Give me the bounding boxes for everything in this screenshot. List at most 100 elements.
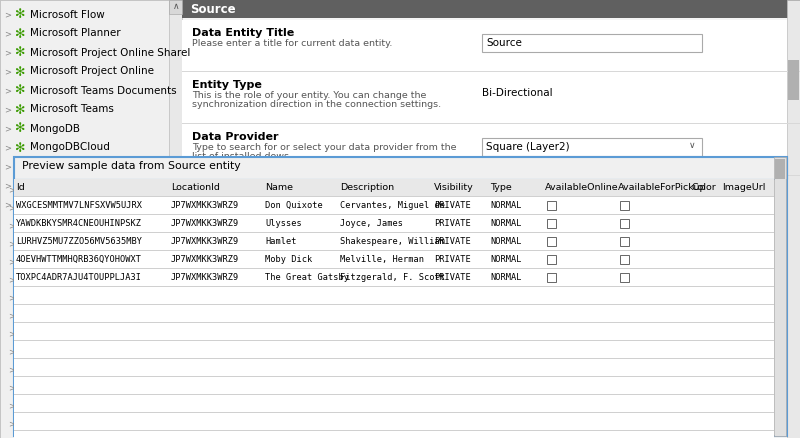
Text: Bi-Directional: Bi-Directional bbox=[482, 88, 553, 98]
Bar bbox=[14, 377, 774, 395]
Bar bbox=[14, 394, 774, 395]
Text: Type: Type bbox=[490, 183, 512, 192]
Text: Color: Color bbox=[692, 183, 717, 192]
Text: Hamlet: Hamlet bbox=[265, 237, 297, 246]
Text: Microsoft Project Online Sharel: Microsoft Project Online Sharel bbox=[30, 47, 190, 57]
Text: Entity Type: Entity Type bbox=[192, 80, 262, 90]
Text: NORMAL: NORMAL bbox=[490, 201, 522, 210]
Text: Id: Id bbox=[16, 183, 25, 192]
Bar bbox=[14, 322, 774, 323]
Bar bbox=[547, 255, 556, 264]
Bar bbox=[14, 268, 774, 269]
Bar bbox=[620, 273, 629, 282]
Text: WXGCESMMTMV7LNFSXVW5UJRX: WXGCESMMTMV7LNFSXVW5UJRX bbox=[16, 201, 142, 210]
Text: Microsoft Teams: Microsoft Teams bbox=[30, 105, 114, 114]
Bar bbox=[14, 251, 774, 269]
Text: >: > bbox=[4, 124, 11, 134]
Text: This is the role of your entity. You can change the: This is the role of your entity. You can… bbox=[192, 91, 426, 100]
Text: ✻: ✻ bbox=[14, 46, 25, 60]
Text: Data Entity Title: Data Entity Title bbox=[192, 28, 294, 38]
Text: >: > bbox=[8, 221, 15, 230]
Text: JP7WXMKK3WRZ9: JP7WXMKK3WRZ9 bbox=[171, 255, 239, 264]
Text: synchronization direction in the connection settings.: synchronization direction in the connect… bbox=[192, 100, 441, 109]
Bar bbox=[14, 413, 774, 431]
Text: >: > bbox=[4, 11, 11, 20]
Text: ∧: ∧ bbox=[173, 2, 179, 11]
Bar bbox=[14, 157, 787, 436]
Bar bbox=[14, 233, 774, 251]
Bar bbox=[182, 175, 800, 176]
Text: PRIVATE: PRIVATE bbox=[434, 273, 470, 282]
Text: Melville, Herman: Melville, Herman bbox=[340, 255, 424, 264]
Bar bbox=[547, 273, 556, 282]
Text: ✻: ✻ bbox=[14, 180, 25, 192]
Bar bbox=[774, 157, 786, 436]
Text: LocationId: LocationId bbox=[171, 183, 220, 192]
Bar bbox=[14, 430, 774, 431]
Text: >: > bbox=[8, 401, 15, 410]
Bar bbox=[620, 201, 629, 210]
Bar bbox=[14, 287, 774, 305]
Text: Myob: Myob bbox=[30, 162, 58, 172]
Text: Don Quixote: Don Quixote bbox=[265, 201, 322, 210]
Text: >: > bbox=[8, 329, 15, 338]
Bar bbox=[788, 60, 799, 100]
Bar bbox=[547, 201, 556, 210]
Text: ✻: ✻ bbox=[14, 103, 25, 117]
Bar bbox=[14, 197, 774, 215]
Text: ✻: ✻ bbox=[14, 66, 25, 78]
Bar bbox=[620, 237, 629, 246]
Text: >: > bbox=[8, 185, 15, 194]
Bar bbox=[14, 250, 774, 251]
Bar bbox=[14, 304, 774, 305]
Text: ✻: ✻ bbox=[14, 198, 25, 212]
Text: >: > bbox=[4, 144, 11, 152]
Bar bbox=[14, 376, 774, 377]
Text: Source: Source bbox=[190, 3, 236, 16]
Text: ✻: ✻ bbox=[14, 8, 25, 21]
Bar bbox=[14, 358, 774, 359]
Text: Microsoft Planner: Microsoft Planner bbox=[30, 28, 121, 39]
Text: ✻: ✻ bbox=[14, 141, 25, 155]
Bar bbox=[182, 124, 800, 176]
Text: >: > bbox=[4, 67, 11, 77]
Bar bbox=[169, 0, 182, 14]
Bar bbox=[14, 305, 774, 323]
Bar bbox=[14, 157, 787, 179]
Bar bbox=[14, 215, 774, 233]
Text: Microsoft Project Online: Microsoft Project Online bbox=[30, 67, 154, 77]
Bar bbox=[547, 237, 556, 246]
Bar bbox=[620, 219, 629, 228]
Text: Data Provider: Data Provider bbox=[192, 132, 278, 142]
Bar bbox=[182, 72, 800, 124]
Text: Cervantes, Miguel de: Cervantes, Miguel de bbox=[340, 201, 445, 210]
Text: Visibility: Visibility bbox=[434, 183, 474, 192]
Bar bbox=[14, 286, 774, 287]
Text: >: > bbox=[8, 365, 15, 374]
Text: Type to search for or select your data provider from the: Type to search for or select your data p… bbox=[192, 143, 457, 152]
Text: LURHVZ5MU7ZZO56MV5635MBY: LURHVZ5MU7ZZO56MV5635MBY bbox=[16, 237, 142, 246]
Bar bbox=[482, 34, 702, 52]
Text: JP7WXMKK3WRZ9: JP7WXMKK3WRZ9 bbox=[171, 273, 239, 282]
Bar bbox=[169, 0, 182, 438]
Text: Name: Name bbox=[265, 183, 293, 192]
Text: Microsoft Teams Documents: Microsoft Teams Documents bbox=[30, 85, 177, 95]
Bar bbox=[775, 159, 785, 179]
Text: >: > bbox=[4, 86, 11, 95]
Bar bbox=[182, 0, 800, 438]
Text: ✻: ✻ bbox=[14, 28, 25, 40]
Text: >: > bbox=[4, 106, 11, 114]
Text: >: > bbox=[8, 275, 15, 284]
Bar bbox=[0, 0, 182, 438]
Text: ✻: ✻ bbox=[14, 160, 25, 173]
Bar bbox=[14, 232, 774, 233]
Text: >: > bbox=[8, 293, 15, 302]
Bar bbox=[14, 412, 774, 413]
Text: TOXPC4ADR7AJU4TOUPPLJA3I: TOXPC4ADR7AJU4TOUPPLJA3I bbox=[16, 273, 142, 282]
Text: >: > bbox=[8, 347, 15, 356]
Text: MongoDBCloud: MongoDBCloud bbox=[30, 142, 110, 152]
Text: Microsoft Flow: Microsoft Flow bbox=[30, 10, 105, 20]
Text: >: > bbox=[8, 257, 15, 266]
Bar bbox=[14, 340, 774, 341]
Bar bbox=[14, 323, 774, 341]
